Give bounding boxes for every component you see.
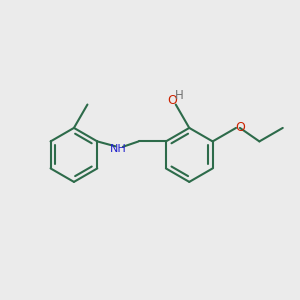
Text: O: O <box>167 94 177 107</box>
Text: O: O <box>235 122 245 134</box>
Text: H: H <box>175 89 184 102</box>
Text: NH: NH <box>110 144 126 154</box>
